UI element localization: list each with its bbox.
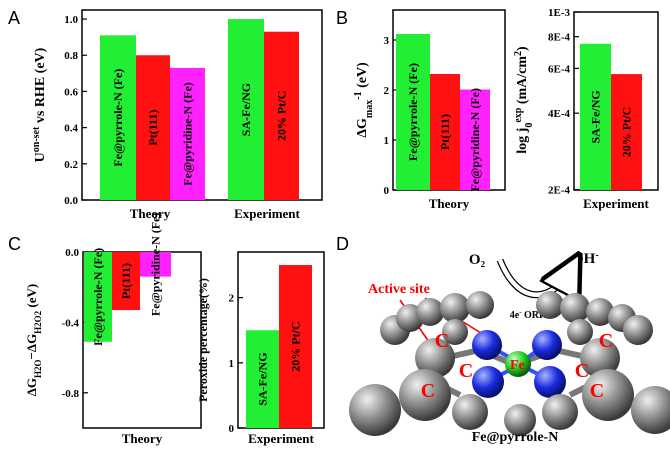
bar-label: Fe@pyridine-N (Fe) bbox=[468, 88, 482, 191]
bar-label: SA-Fe/NG bbox=[239, 83, 253, 136]
ytick-label: 0.0 bbox=[65, 247, 79, 259]
panel-letter-a: A bbox=[8, 8, 20, 28]
ytick-label: 0.0 bbox=[64, 195, 78, 207]
ytick-label: 8E-4 bbox=[548, 32, 571, 44]
carbon-atom bbox=[349, 384, 401, 436]
bar-label: Fe@pyrrole-N (Fe) bbox=[406, 63, 420, 161]
chart-c-theory-ylabel: ΔGH2O−ΔGH2O2 (eV) bbox=[24, 284, 43, 397]
iron-label: Fe bbox=[510, 358, 525, 373]
carbon-label: C bbox=[590, 380, 604, 402]
chart-b-experiment: log j0exp (mA/cm2) 1E-38E-46E-44E-42E-4 … bbox=[513, 7, 659, 211]
bar-label: Fe@pyridine-N (Fe) bbox=[149, 213, 163, 316]
carbon-label: C bbox=[599, 330, 613, 352]
bar-label: SA-Fe/NG bbox=[589, 90, 603, 143]
ytick-label: 4E-4 bbox=[548, 108, 571, 120]
ytick-label: -0.4 bbox=[62, 317, 80, 329]
ytick-label: 2E-4 bbox=[548, 185, 571, 197]
panel-letter-c: C bbox=[8, 234, 21, 254]
ytick-label: 2 bbox=[229, 293, 235, 305]
chart-b-theory-group: Theory bbox=[429, 196, 470, 211]
carbon-atom bbox=[536, 291, 564, 319]
structure-diagram: O₂ OH- 4e- ORR Active site FeCC CCC C Fe@p… bbox=[349, 250, 670, 446]
bar-label: SA-Fe/NG bbox=[256, 352, 270, 405]
carbon-atom bbox=[560, 293, 590, 323]
chart-c-experiment: Peroxide percentage(%) 0 1 2 SA-Fe/NG 20% P… bbox=[196, 252, 324, 446]
bar-label: Pt(111) bbox=[438, 114, 452, 150]
chart-b-theory: ΔGmax-1 (eV) 0 1 2 3 Fe@pyrrole-N (Fe) Pt(11… bbox=[353, 10, 506, 211]
nitrogen-atom bbox=[534, 366, 566, 398]
bar-label: Fe@pyridine-N (Fe) bbox=[181, 82, 195, 185]
chart-a: Uon-set vs RHE (eV) 0.0 0.2 0.4 0.6 0.8 1.0 F… bbox=[31, 10, 323, 221]
ytick-label: 0 bbox=[384, 185, 390, 197]
active-site-label: Active site bbox=[368, 282, 430, 297]
bar-label: Fe@pyrrole-N (Fe) bbox=[91, 248, 105, 346]
ytick-label: 0.2 bbox=[64, 159, 78, 171]
ytick-label: 0.8 bbox=[64, 50, 78, 62]
carbon-atom bbox=[542, 394, 578, 430]
chart-c-theory-group: Theory bbox=[122, 431, 163, 446]
bar-label: 20% Pt/C bbox=[289, 321, 303, 371]
structure-caption: Fe@pyrrole-N bbox=[472, 430, 559, 445]
chart-a-group-experiment: Experiment bbox=[234, 206, 300, 221]
bar-label: 20% Pt/C bbox=[620, 107, 634, 157]
carbon-atom bbox=[567, 319, 593, 345]
bar-label: Pt(111) bbox=[119, 263, 133, 299]
ytick-label: 1.0 bbox=[64, 14, 78, 26]
ytick-label: -0.8 bbox=[62, 388, 80, 400]
carbon-atom bbox=[440, 293, 470, 323]
chart-b-experiment-group: Experiment bbox=[583, 196, 649, 211]
bar-label: Pt(111) bbox=[146, 110, 160, 146]
reactant-o2: O₂ bbox=[469, 252, 486, 268]
nitrogen-atom bbox=[472, 330, 502, 360]
product-oh: OH- bbox=[572, 250, 599, 268]
ytick-label: 0.4 bbox=[64, 123, 78, 135]
figure: A B C D Uon-set vs RHE (eV) 0.0 0.2 0.4 0.6… bbox=[0, 0, 670, 450]
ytick-label: 0 bbox=[229, 423, 235, 435]
bar-label: Fe@pyrrole-N (Fe) bbox=[111, 69, 125, 167]
carbon-label: C bbox=[459, 360, 473, 382]
nitrogen-atom bbox=[472, 366, 504, 398]
chart-b-theory-ylabel: ΔGmax-1 (eV) bbox=[353, 62, 375, 138]
ytick-label: 3 bbox=[384, 35, 390, 47]
chart-c-experiment-ylabel: Peroxide percentage(%) bbox=[196, 278, 210, 402]
chart-b-experiment-ylabel: log j0exp (mA/cm2) bbox=[513, 46, 535, 154]
carbon-atom bbox=[416, 298, 444, 326]
carbon-label: C bbox=[421, 380, 435, 402]
ytick-label: 1 bbox=[384, 135, 390, 147]
carbon-label: C bbox=[435, 330, 449, 352]
panel-letter-b: B bbox=[336, 8, 348, 28]
ytick-label: 1E-3 bbox=[548, 7, 571, 19]
ytick-label: 2 bbox=[384, 85, 390, 97]
carbon-atom bbox=[466, 291, 494, 319]
chart-c-experiment-group: Experiment bbox=[248, 431, 314, 446]
ytick-label: 6E-4 bbox=[548, 63, 571, 75]
bar-label: 20% Pt/C bbox=[275, 91, 289, 141]
carbon-label: C bbox=[575, 360, 589, 382]
ytick-label: 1 bbox=[229, 358, 235, 370]
chart-a-ylabel: Uon-set vs RHE (eV) bbox=[31, 47, 49, 162]
nitrogen-atom bbox=[532, 330, 562, 360]
panel-letter-d: D bbox=[336, 234, 349, 254]
chart-c-theory: ΔGH2O−ΔGH2O2 (eV) 0.0 -0.4 -0.8 Fe@pyrrole… bbox=[24, 213, 201, 446]
carbon-atom bbox=[631, 386, 670, 434]
ytick-label: 0.6 bbox=[64, 86, 78, 98]
carbon-atom bbox=[623, 315, 653, 345]
carbon-atom bbox=[452, 394, 488, 430]
